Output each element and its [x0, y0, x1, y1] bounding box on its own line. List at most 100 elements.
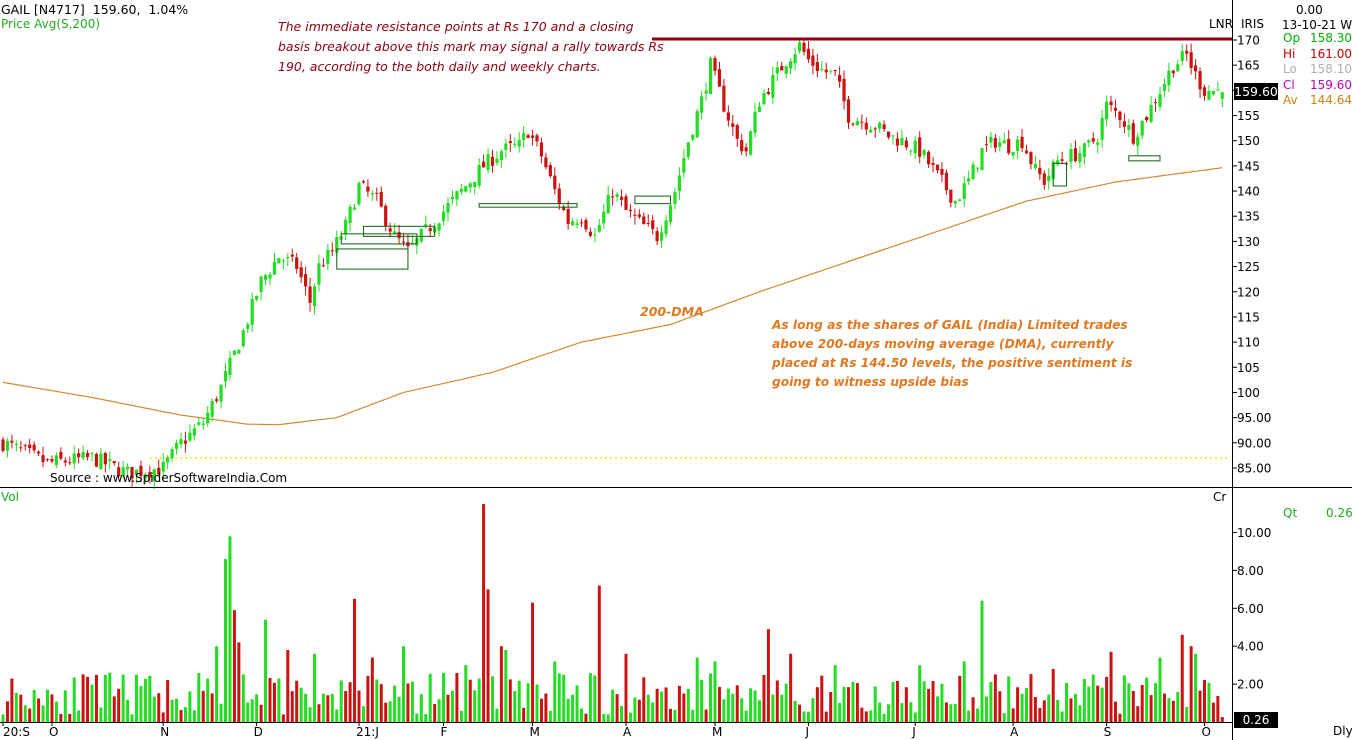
volume-bar	[272, 682, 276, 722]
candle-body	[717, 69, 722, 87]
volume-bar	[1025, 688, 1028, 722]
volume-bar	[762, 674, 766, 722]
candle-body	[762, 93, 766, 104]
volume-bar	[384, 702, 388, 722]
volume-bar	[1162, 693, 1166, 722]
candle-body	[441, 211, 446, 221]
volume-bar	[513, 690, 517, 722]
candle-body	[700, 96, 704, 113]
volume-bar	[1149, 695, 1153, 722]
candle-body	[228, 357, 232, 375]
time-tick-label: D	[254, 725, 263, 739]
price-tick-label: 105	[1237, 361, 1260, 375]
volume-bar	[321, 693, 325, 722]
volume-bar	[1056, 699, 1060, 722]
volume-bar	[1100, 687, 1104, 722]
ohlc-cl-value: 159.60	[1310, 77, 1352, 92]
candle-body	[726, 112, 730, 121]
volume-bar	[464, 665, 468, 722]
volume-bar	[522, 707, 526, 722]
volume-bar	[406, 683, 410, 722]
candle-body	[312, 286, 317, 307]
volume-bar	[152, 696, 156, 722]
volume-bar	[90, 684, 94, 722]
candle-body	[980, 147, 984, 170]
volume-bar	[1176, 692, 1180, 722]
volume-bar	[882, 713, 886, 722]
volume-bar	[224, 559, 227, 722]
volume-bar	[188, 691, 192, 722]
candle-body	[1198, 71, 1202, 90]
candle-body	[615, 194, 619, 198]
candle-body	[766, 91, 770, 94]
candle-body	[1024, 150, 1029, 154]
volume-bar	[232, 610, 236, 722]
volume-bar	[54, 701, 58, 722]
candle-body	[272, 261, 277, 275]
candle-body	[1033, 164, 1037, 169]
candle-body	[419, 229, 423, 242]
candle-body	[459, 188, 463, 192]
volume-bar	[726, 688, 730, 722]
candle-body	[148, 472, 152, 478]
volume-bar	[59, 713, 63, 722]
candle-body	[1194, 65, 1198, 72]
candle-body	[829, 70, 833, 72]
price-tick-label: 145	[1237, 159, 1260, 173]
volume-bar	[602, 714, 606, 722]
volume-bar	[686, 688, 690, 722]
volume-bar	[588, 673, 592, 722]
candle-body	[949, 189, 953, 203]
volume-bar	[317, 704, 321, 722]
candle-body	[388, 228, 392, 232]
candle-body	[673, 192, 677, 205]
candle-body	[450, 196, 455, 200]
candle-body	[642, 216, 646, 225]
volume-bar	[1020, 693, 1024, 722]
volume-bar	[895, 680, 899, 722]
volume-bar	[335, 709, 339, 722]
volume-bar	[887, 704, 891, 722]
volume-bar	[1033, 696, 1037, 722]
candle-body	[571, 221, 575, 226]
candle-body	[895, 138, 900, 146]
time-tick-label: A	[623, 725, 632, 739]
volume-bar	[290, 691, 294, 722]
price-tick-label: 100	[1237, 386, 1260, 400]
volume-bar	[869, 710, 873, 722]
volume-bar	[246, 702, 250, 722]
volume-bar	[780, 694, 784, 722]
volume-bar	[121, 674, 125, 722]
volume-bar	[989, 682, 993, 722]
candle-body	[290, 254, 294, 257]
candle-body	[1038, 167, 1042, 175]
volume-bar	[1082, 679, 1086, 722]
candle-body	[722, 85, 726, 112]
volume-bar	[936, 696, 939, 722]
volume-bar	[704, 709, 708, 722]
volume-bar	[1069, 698, 1073, 722]
price-tick-label: 90.00	[1237, 436, 1271, 450]
volume-bar	[183, 707, 187, 722]
volume-bar	[179, 710, 183, 722]
candle-body	[45, 459, 50, 461]
volume-bar	[14, 692, 18, 722]
candle-body	[789, 61, 793, 69]
candle-body	[161, 461, 165, 472]
candle-body	[522, 133, 526, 141]
candle-body	[993, 138, 997, 148]
candle-body	[513, 143, 517, 145]
volume-bar	[94, 674, 98, 722]
volume-bar	[566, 698, 570, 722]
volume-bar	[891, 682, 895, 722]
volume-bar	[962, 661, 966, 722]
indicator-value: 0.00	[1296, 3, 1323, 17]
volume-bar	[735, 685, 739, 722]
header-change: 1.04%	[148, 2, 189, 17]
volume-bar	[450, 690, 454, 722]
candle-body	[237, 349, 241, 354]
volume-bar	[1145, 677, 1149, 722]
volume-bar	[553, 661, 557, 722]
candle-body	[646, 222, 650, 224]
candle-body	[989, 136, 993, 143]
